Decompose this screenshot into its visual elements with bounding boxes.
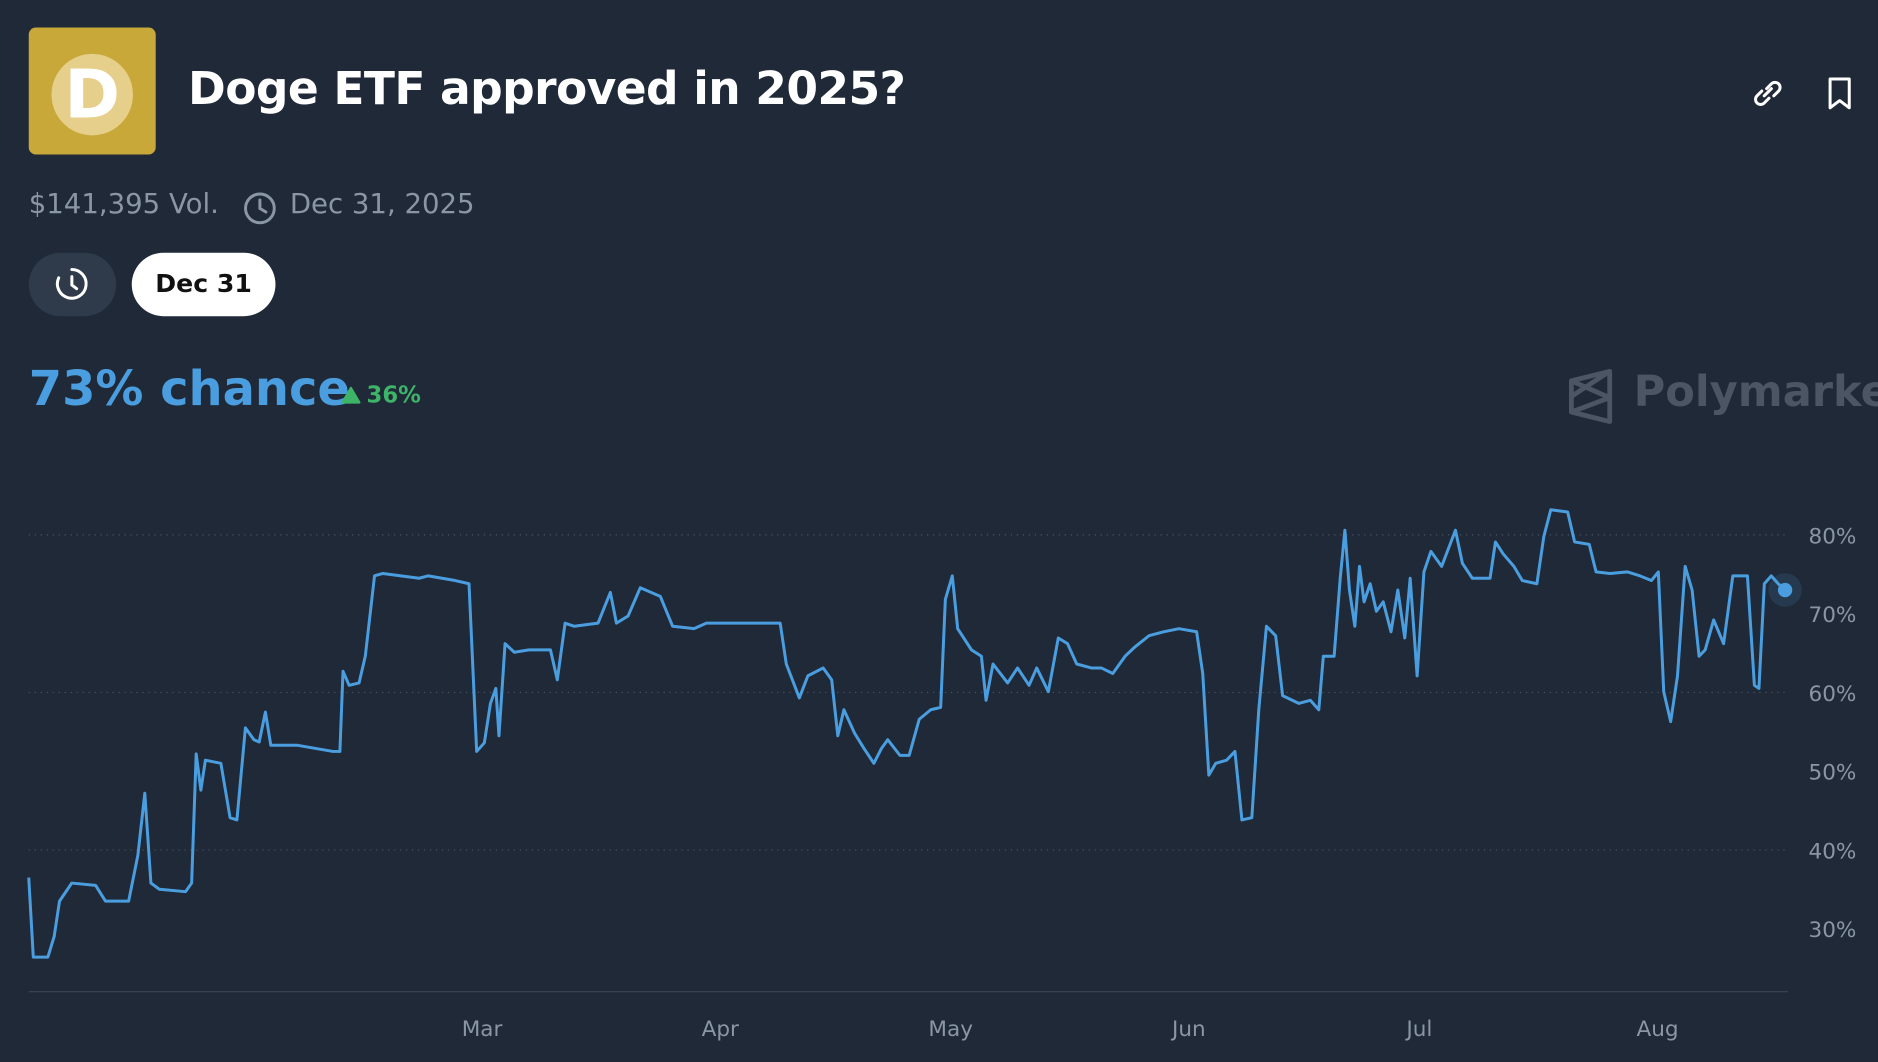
y-tick-label: 80% xyxy=(1809,524,1857,549)
x-tick-label: Apr xyxy=(702,1017,739,1042)
x-tick-label: Aug xyxy=(1637,1017,1679,1042)
end-date: Dec 31, 2025 xyxy=(289,189,475,221)
history-icon xyxy=(55,267,88,300)
x-tick-label: Jul xyxy=(1404,1017,1432,1042)
market-title: Doge ETF approved in 2025? xyxy=(188,62,906,115)
svg-text:D: D xyxy=(64,55,120,133)
y-tick-label: 40% xyxy=(1809,839,1857,864)
y-tick-label: 60% xyxy=(1809,682,1857,707)
link-button[interactable] xyxy=(1749,74,1787,112)
doge-logo: D xyxy=(51,53,133,136)
x-tick-label: Jun xyxy=(1170,1017,1206,1042)
y-tick-label: 70% xyxy=(1809,603,1857,628)
clock-icon xyxy=(244,192,276,225)
brand: Polymarket xyxy=(1633,367,1878,417)
y-tick-label: 30% xyxy=(1809,918,1857,943)
price-line xyxy=(27,508,1787,959)
up-arrow xyxy=(341,386,361,404)
market-icon: D xyxy=(28,27,156,155)
volume: $141,395 Vol. xyxy=(28,189,219,221)
endpoint xyxy=(1777,582,1793,598)
bookmark-button[interactable] xyxy=(1823,74,1857,112)
date-tab[interactable]: Dec 31 xyxy=(131,252,276,317)
change: 36% xyxy=(366,382,421,409)
chance: 73% chance xyxy=(28,361,350,417)
x-tick-label: Mar xyxy=(462,1017,503,1042)
history-tab[interactable] xyxy=(28,252,117,317)
brand-logo xyxy=(1568,368,1613,424)
x-tick-label: May xyxy=(928,1017,973,1042)
y-tick-label: 50% xyxy=(1809,761,1857,786)
